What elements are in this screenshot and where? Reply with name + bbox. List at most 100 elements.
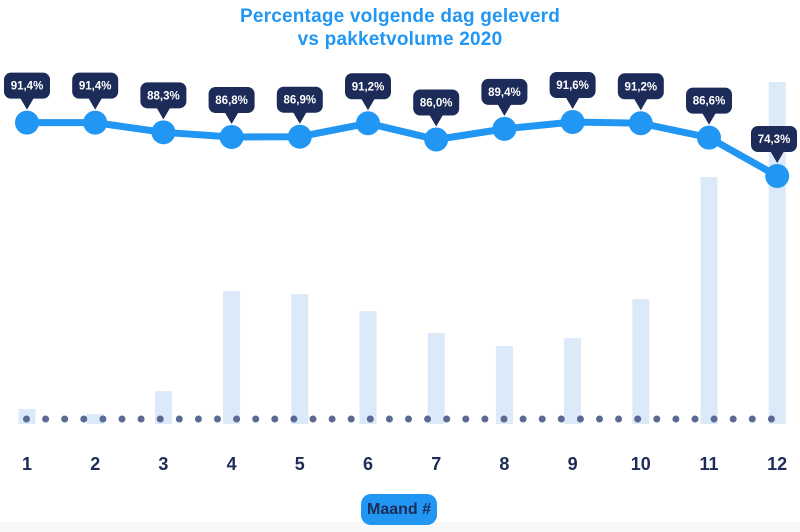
data-point-month-8: [492, 116, 517, 141]
data-point-month-3: [151, 120, 176, 145]
chart-title-line1: Percentage volgende dag geleverd: [239, 6, 560, 27]
value-tooltip-box-month-1: [4, 72, 50, 99]
baseline-dot: [576, 415, 584, 423]
baseline-dot: [137, 415, 145, 423]
month-tick-label-5: 5: [295, 454, 305, 474]
chart-title: Percentage volgende dag geleverd vs pakk…: [0, 5, 800, 51]
baseline-dot: [23, 415, 30, 423]
value-tooltip-label-month-11: 86,6%: [693, 96, 726, 108]
baseline-dot: [710, 415, 718, 423]
data-point-month-1: [15, 110, 39, 135]
baseline-dot: [767, 415, 775, 423]
baseline-dot: [271, 415, 279, 423]
baseline-dot: [424, 415, 432, 423]
data-point-month-11: [697, 125, 721, 150]
month-tick-label-8: 8: [499, 454, 509, 474]
baseline-dot: [118, 415, 126, 423]
data-point-month-10: [628, 111, 653, 136]
value-tooltip-box-month-2: [72, 72, 119, 99]
value-tooltip-pointer-month-8: [497, 103, 512, 116]
baseline-dot: [309, 415, 317, 423]
baseline-dot: [42, 415, 50, 423]
baseline-dot: [462, 415, 470, 423]
value-tooltip-label-month-3: 88,3%: [147, 90, 180, 102]
value-tooltip-box-month-8: [481, 78, 528, 105]
data-point-month-7: [424, 127, 449, 152]
value-tooltip-label-month-5: 86,9%: [283, 95, 316, 107]
value-tooltip-pointer-month-1: [20, 97, 34, 110]
value-tooltip-box-month-11: [686, 87, 732, 114]
baseline-dot: [175, 415, 183, 423]
baseline-dot: [405, 415, 412, 423]
value-tooltip-box-month-7: [413, 89, 460, 116]
month-tick-label-12: 12: [767, 454, 787, 474]
chart-title-line2: vs pakketvolume 2020: [297, 29, 503, 50]
baseline-dot: [233, 415, 241, 423]
baseline-dot: [328, 415, 336, 423]
month-tick-label-3: 3: [158, 454, 168, 474]
baseline-dot: [500, 415, 508, 423]
volume-bar-month-8: [495, 346, 513, 424]
value-tooltip-label-month-10: 91,2%: [624, 81, 657, 93]
baseline-dot: [729, 415, 737, 423]
value-tooltip-label-month-2: 91,4%: [79, 81, 112, 93]
value-tooltip-pointer-month-12: [770, 151, 785, 163]
baseline-dot: [748, 415, 756, 423]
month-tick-label-11: 11: [699, 454, 718, 474]
baseline-dot: [290, 415, 298, 423]
baseline-dot: [366, 415, 374, 423]
data-point-month-4: [219, 125, 244, 149]
baseline-dot: [347, 415, 355, 423]
baseline-dot: [653, 415, 661, 423]
month-tick-label-9: 9: [568, 454, 578, 474]
value-tooltip-pointer-month-2: [88, 97, 103, 110]
baseline-dot: [557, 415, 565, 423]
value-tooltip-label-month-7: 86,0%: [420, 97, 453, 109]
value-tooltip-label-month-8: 89,4%: [488, 87, 521, 99]
volume-bar-month-2: [86, 414, 104, 424]
month-tick-label-7: 7: [431, 454, 441, 474]
value-tooltip-box-month-12: [751, 126, 797, 152]
baseline-dot: [615, 415, 623, 423]
value-tooltip-pointer-month-9: [565, 97, 580, 110]
baseline-dot: [385, 415, 393, 423]
data-point-month-12: [765, 164, 790, 188]
value-tooltip-box-month-4: [208, 87, 255, 113]
baseline-dot: [80, 415, 88, 423]
month-tick-label-4: 4: [227, 454, 237, 474]
value-tooltip-box-month-6: [345, 73, 391, 100]
baseline-dot: [481, 415, 489, 423]
x-axis-label-pill: Maand #: [361, 494, 437, 525]
data-point-month-5: [287, 124, 312, 149]
value-tooltip-pointer-month-11: [702, 112, 716, 125]
value-tooltip-box-month-5: [276, 86, 323, 113]
value-tooltip-label-month-12: 74,3%: [758, 134, 791, 146]
data-point-month-6: [356, 111, 380, 136]
baseline-dot: [672, 415, 680, 423]
baseline-dot: [691, 415, 699, 423]
data-point-month-2: [83, 110, 108, 135]
value-tooltip-pointer-month-3: [156, 107, 171, 120]
volume-bar-month-7: [427, 333, 445, 424]
baseline-dot: [194, 415, 202, 423]
baseline-dot: [443, 415, 451, 423]
volume-bar-month-6: [359, 311, 377, 424]
volume-bar-month-11: [700, 177, 718, 424]
baseline-dot: [214, 415, 221, 423]
baseline-dot: [634, 415, 642, 423]
baseline-dot: [519, 415, 527, 423]
value-tooltip-box-month-10: [617, 73, 664, 100]
value-tooltip-pointer-month-4: [224, 112, 239, 124]
value-tooltip-pointer-month-7: [429, 114, 444, 127]
value-tooltip-box-month-3: [140, 82, 187, 109]
value-tooltip-box-month-9: [549, 72, 596, 99]
data-point-month-9: [560, 110, 585, 135]
value-tooltip-label-month-9: 91,6%: [556, 80, 589, 92]
baseline-dot: [538, 415, 546, 423]
month-tick-label-2: 2: [90, 454, 100, 474]
percentage-line: [23, 118, 781, 180]
month-tick-label-6: 6: [363, 454, 373, 474]
volume-bar-month-5: [291, 294, 309, 424]
